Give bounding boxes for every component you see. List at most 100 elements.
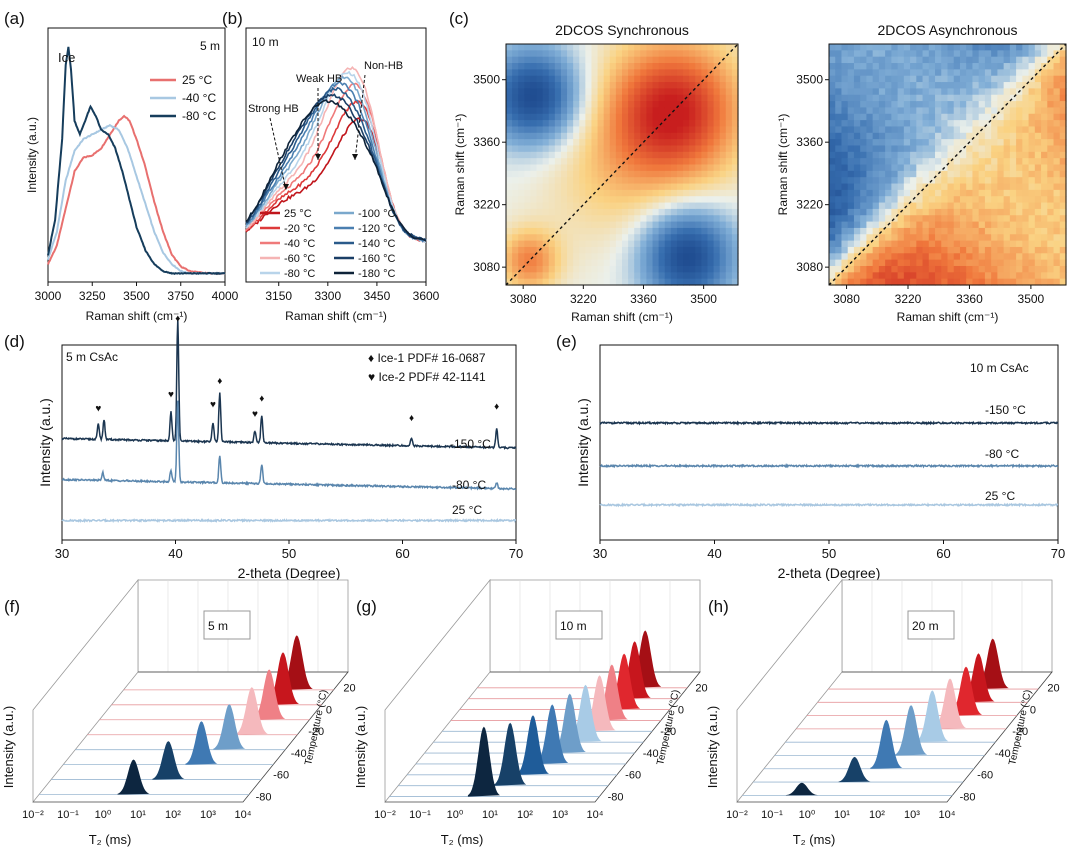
heatmap-cell — [829, 126, 836, 134]
heatmap-cell — [512, 189, 519, 197]
heatmap-cell — [966, 177, 974, 185]
heatmap-cell — [554, 272, 562, 280]
heatmap-cell — [548, 227, 556, 235]
heatmap-cell — [695, 202, 702, 210]
heatmap-cell — [536, 196, 544, 204]
heatmap-cell — [585, 253, 593, 261]
heatmap-cell — [1041, 107, 1048, 115]
heatmap-cell — [658, 208, 666, 216]
heatmap-cell — [885, 189, 892, 197]
heatmap-cell — [554, 177, 562, 185]
heatmap-cell — [878, 139, 886, 147]
heatmap-cell — [1028, 82, 1036, 89]
heatmap-cell — [953, 259, 961, 267]
heatmap-cell — [713, 227, 721, 235]
heatmap-cell — [676, 63, 684, 70]
guide-line — [354, 74, 366, 161]
heatmap-cell — [991, 246, 998, 254]
heatmap-cell — [922, 88, 930, 96]
heatmap-cell — [689, 164, 696, 172]
heatmap-cell — [841, 265, 849, 273]
heatmap-cell — [1009, 145, 1017, 153]
heatmap-cell — [676, 189, 684, 197]
y-axis-label: Intensity (a.u.) — [353, 706, 368, 788]
heatmap-cell — [652, 177, 660, 185]
heatmap-cell — [658, 132, 666, 140]
heatmap-cell — [713, 234, 721, 242]
heatmap-cell — [941, 63, 949, 70]
heatmap-cell — [916, 120, 924, 128]
heatmap-cell — [878, 151, 886, 159]
heatmap-cell — [603, 196, 611, 204]
heatmap-cell — [689, 240, 696, 248]
heatmap-cell — [707, 246, 715, 254]
heatmap-cell — [560, 227, 568, 235]
heatmap-cell — [897, 246, 905, 254]
heatmap-cell — [984, 253, 992, 261]
heatmap-cell — [542, 259, 550, 267]
heatmap-cell — [658, 234, 666, 242]
heatmap-cell — [872, 88, 880, 96]
heatmap-cell — [725, 158, 733, 166]
heatmap-cell — [922, 158, 930, 166]
heatmap-cell — [640, 170, 648, 178]
heatmap-cell — [928, 94, 936, 102]
heatmap-cell — [910, 253, 917, 261]
heatmap-cell — [622, 234, 629, 242]
heatmap-cell — [701, 63, 709, 70]
heatmap-cell — [585, 227, 593, 235]
heatmap-cell — [560, 183, 568, 191]
legend-label: 25 °C — [284, 208, 312, 220]
heatmap-cell — [829, 158, 836, 166]
heatmap-cell — [670, 82, 678, 89]
heatmap-cell — [731, 272, 739, 280]
heatmap-cell — [860, 221, 868, 229]
series-line — [599, 420, 1059, 426]
heatmap-cell — [542, 82, 550, 89]
heatmap-cell — [866, 227, 874, 235]
heatmap-cell — [841, 94, 849, 102]
heatmap-cell — [847, 240, 855, 248]
heatmap-cell — [835, 177, 843, 185]
heatmap-cell — [548, 265, 556, 273]
heatmap-cell — [959, 50, 967, 58]
heatmap-cell — [701, 208, 709, 216]
heatmap-cell — [928, 113, 936, 121]
z-tick-label: 20 — [695, 683, 707, 695]
heatmap-cell — [536, 253, 544, 261]
ridge-peak — [516, 715, 549, 775]
heatmap-cell — [853, 101, 861, 109]
heatmap-cell — [707, 189, 715, 197]
heatmap-cell — [953, 63, 961, 70]
heatmap-cell — [991, 164, 998, 172]
heatmap-cell — [567, 177, 574, 185]
heatmap-cell — [829, 246, 836, 254]
heatmap-cell — [829, 196, 836, 204]
heatmap-cell — [953, 50, 961, 58]
heatmap-cell — [652, 151, 660, 159]
heatmap-cell — [1022, 50, 1030, 58]
heatmap-cell — [1034, 272, 1042, 280]
heatmap-cell — [885, 75, 892, 83]
heatmap-cell — [622, 88, 629, 96]
heatmap-cell — [701, 164, 709, 172]
heatmap-cell — [847, 101, 855, 109]
heatmap-cell — [916, 44, 924, 51]
heatmap-cell — [646, 278, 654, 286]
heatmap-cell — [622, 202, 629, 210]
heatmap-cell — [597, 170, 605, 178]
heatmap-cell — [928, 120, 936, 128]
legend-label: -100 °C — [358, 208, 395, 220]
heatmap-cell — [903, 278, 911, 286]
heatmap-cell — [573, 88, 580, 96]
heatmap-cell — [725, 183, 733, 191]
heatmap-cell — [530, 221, 538, 229]
heatmap-cell — [1047, 50, 1055, 58]
heatmap-cell — [878, 44, 886, 51]
heatmap-cell — [597, 56, 605, 64]
heatmap-cell — [652, 113, 660, 121]
ridge-peak — [838, 756, 871, 783]
heatmap-cell — [1047, 107, 1055, 115]
heatmap-cell — [997, 88, 1005, 96]
heatmap-cell — [835, 265, 843, 273]
